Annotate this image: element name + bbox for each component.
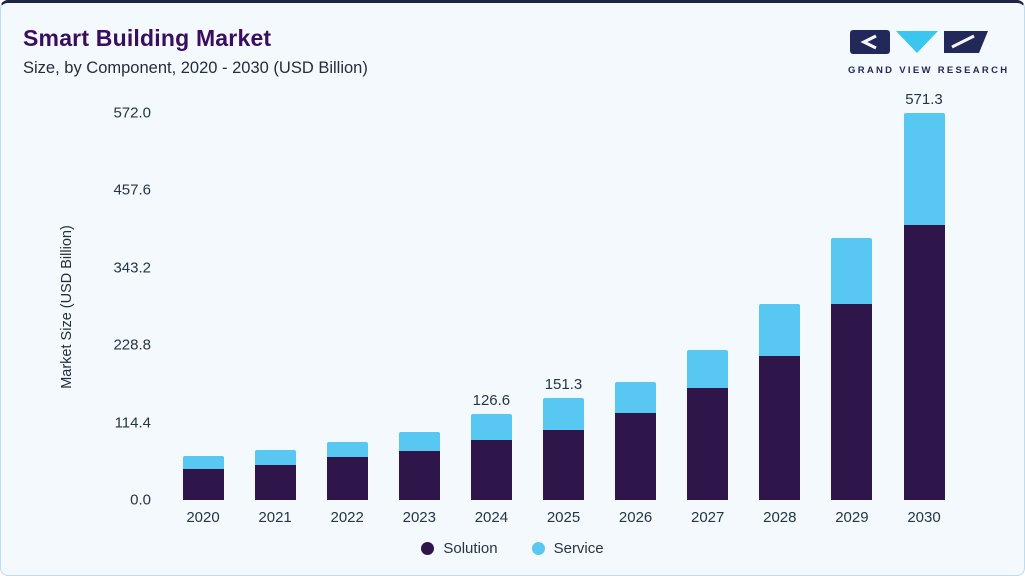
bar-segment-service bbox=[615, 381, 657, 413]
brand-logo-icon bbox=[850, 30, 988, 54]
bar-segment-solution bbox=[903, 225, 945, 500]
bar-value-label: 151.3 bbox=[544, 375, 583, 393]
bar-segment-service bbox=[254, 449, 296, 465]
bar-segment-service bbox=[398, 432, 440, 451]
x-axis-label: 2027 bbox=[691, 509, 725, 526]
bar-segment-solution bbox=[326, 457, 368, 500]
bar-segment-solution bbox=[398, 450, 440, 500]
bar-2021 bbox=[254, 449, 296, 500]
page-subtitle: Size, by Component, 2020 - 2030 (USD Bil… bbox=[23, 59, 368, 77]
bar-2030 bbox=[903, 113, 945, 500]
bar-2027 bbox=[687, 349, 729, 500]
plot-area: 126.6 151.3 571.3 bbox=[171, 91, 1001, 500]
bar-segment-solution bbox=[470, 440, 512, 500]
y-tick-label: 343.2 bbox=[113, 259, 151, 277]
x-axis-label: 2023 bbox=[402, 509, 436, 526]
brand-logo: GRAND VIEW RESEARCH bbox=[848, 27, 1010, 76]
bar-segment-service bbox=[543, 397, 584, 430]
bar-value-label: 126.6 bbox=[472, 392, 511, 410]
legend-dot bbox=[531, 542, 545, 555]
bar-2020 bbox=[182, 456, 224, 500]
legend-label: Service bbox=[553, 540, 604, 557]
bar-segment-service bbox=[687, 349, 729, 388]
legend-item-solution: Solution bbox=[421, 540, 498, 557]
x-axis-label: 2025 bbox=[546, 509, 581, 526]
x-axis-label: 2022 bbox=[330, 509, 364, 526]
bar-2023 bbox=[398, 432, 440, 500]
x-axis-label: 2030 bbox=[907, 509, 941, 526]
bar-2028 bbox=[759, 303, 801, 500]
y-tick-label: 228.8 bbox=[113, 336, 151, 354]
x-axis-label: 2021 bbox=[258, 509, 292, 526]
x-axis-label: 2029 bbox=[835, 509, 869, 526]
y-tick-label: 457.6 bbox=[113, 181, 151, 199]
bar-value-label: 571.3 bbox=[905, 91, 943, 109]
y-tick-label: 0.0 bbox=[130, 491, 151, 509]
bar-2029 bbox=[831, 237, 873, 500]
bar-segment-service bbox=[182, 456, 224, 469]
y-tick-label: 114.4 bbox=[114, 414, 151, 432]
bar-segment-service bbox=[831, 237, 873, 305]
y-axis-title-text: Market Size (USD Billion) bbox=[59, 224, 76, 389]
x-axis-label: 2026 bbox=[618, 509, 653, 526]
bar-segment-service bbox=[326, 441, 368, 458]
y-axis-ticks: 572.0 457.6 343.2 228.8 114.4 0.0 bbox=[81, 105, 151, 509]
y-axis-title: Market Size (USD Billion) bbox=[55, 113, 79, 500]
page-title: Smart Building Market bbox=[23, 25, 272, 51]
bar-segment-service bbox=[470, 414, 512, 441]
bar-segment-solution bbox=[254, 464, 296, 500]
y-tick-label: 572.0 bbox=[113, 104, 151, 122]
bar-2024 bbox=[470, 414, 512, 500]
bar-segment-service bbox=[759, 303, 801, 356]
bar-2026 bbox=[615, 381, 657, 500]
bar-segment-solution bbox=[687, 387, 729, 500]
legend-item-service: Service bbox=[531, 540, 604, 557]
bar-segment-solution bbox=[615, 412, 657, 500]
bar-segment-solution bbox=[759, 355, 801, 500]
bar-segment-solution bbox=[831, 304, 873, 500]
bar-2022 bbox=[326, 441, 368, 500]
legend: Solution Service bbox=[1, 540, 1024, 557]
x-axis-label: 2020 bbox=[186, 509, 220, 526]
bar-2025 bbox=[543, 397, 584, 500]
bar-segment-solution bbox=[543, 429, 584, 500]
x-axis-label: 2028 bbox=[763, 509, 797, 526]
legend-label: Solution bbox=[443, 540, 498, 557]
legend-dot bbox=[421, 542, 435, 555]
x-axis-label: 2024 bbox=[474, 509, 509, 526]
bar-segment-solution bbox=[182, 468, 224, 500]
bar-segment-service bbox=[903, 113, 945, 226]
x-axis-labels: 2020 2021 2022 2023 2024 2025 2026 2027 2028 2029… bbox=[171, 509, 1001, 529]
brand-logo-text: GRAND VIEW RESEARCH bbox=[848, 65, 1010, 76]
